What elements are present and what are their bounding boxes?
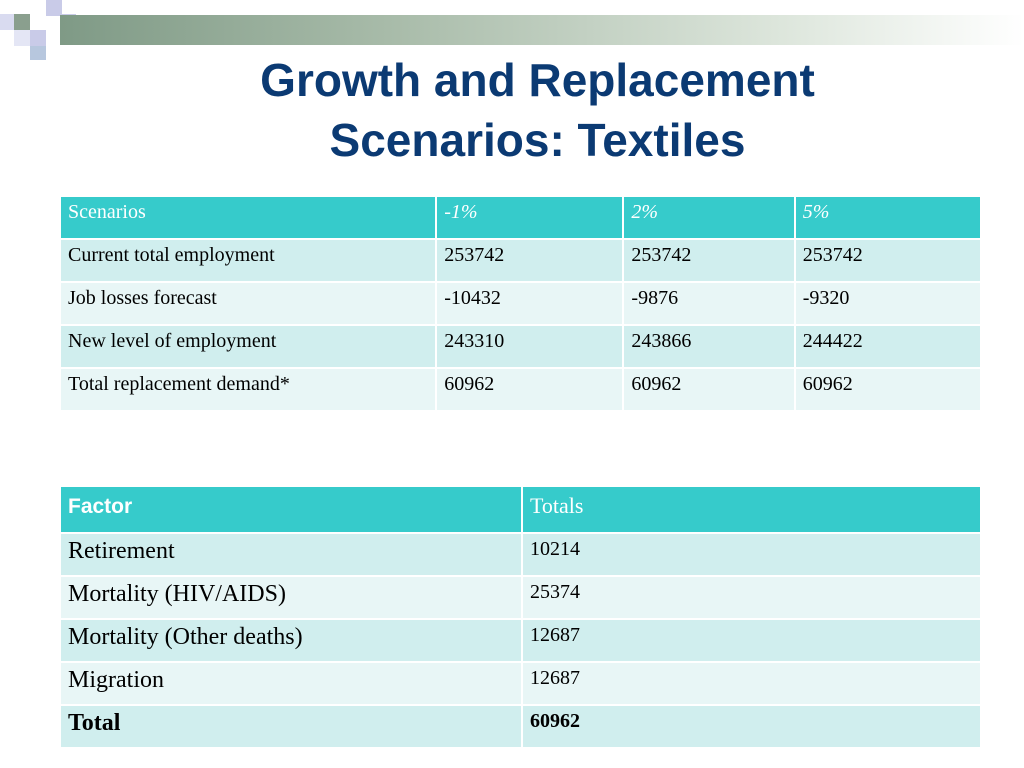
table-cell: 12687 [521, 618, 982, 663]
table-cell: 253742 [793, 238, 983, 283]
table-row: Mortality (HIV/AIDS) 25374 [59, 575, 982, 620]
table-cell: 60962 [521, 704, 982, 749]
title-line-2: Scenarios: Textiles [329, 114, 746, 166]
table-cell: 60962 [622, 367, 796, 412]
row-label: Total [59, 704, 523, 749]
total-row: Total 60962 [59, 704, 982, 749]
row-label: Mortality (HIV/AIDS) [59, 575, 523, 620]
table-cell: 243310 [435, 324, 625, 369]
table-cell: 253742 [435, 238, 625, 283]
title-line-1: Growth and Replacement [260, 54, 815, 106]
table-cell: 253742 [622, 238, 796, 283]
table-cell: -9876 [622, 281, 796, 326]
column-header: -1% [435, 195, 625, 240]
decor-square [14, 30, 30, 46]
table-row: New level of employment 243310 243866 24… [58, 324, 983, 369]
column-header: Scenarios [58, 195, 438, 240]
row-label: Job losses forecast [58, 281, 438, 326]
row-label: Total replacement demand* [58, 367, 438, 412]
decor-square [30, 30, 46, 46]
table-header-row: Scenarios -1% 2% 5% [58, 195, 983, 240]
table-row: Mortality (Other deaths) 12687 [59, 618, 982, 663]
scenarios-table: Scenarios -1% 2% 5% Current total employ… [58, 195, 983, 412]
table-cell: 60962 [793, 367, 983, 412]
table-row: Total replacement demand* 60962 60962 60… [58, 367, 983, 412]
row-label: Retirement [59, 532, 523, 577]
table-row: Retirement 10214 [59, 532, 982, 577]
decor-square [46, 0, 62, 16]
decor-square [0, 14, 14, 30]
row-label: Current total employment [58, 238, 438, 283]
row-label: New level of employment [58, 324, 438, 369]
table-cell: 10214 [521, 532, 982, 577]
header-gradient-bar [60, 15, 1024, 45]
table-row: Migration 12687 [59, 661, 982, 706]
row-label: Mortality (Other deaths) [59, 618, 523, 663]
table-cell: 243866 [622, 324, 796, 369]
table-cell: 25374 [521, 575, 982, 620]
table-cell: 244422 [793, 324, 983, 369]
slide-title: Growth and Replacement Scenarios: Textil… [150, 50, 925, 170]
factor-table: Factor Totals Retirement 10214 Mortality… [59, 485, 982, 749]
table-header-row: Factor Totals [59, 485, 982, 534]
table-cell: 60962 [435, 367, 625, 412]
column-header: 2% [622, 195, 796, 240]
column-header: 5% [793, 195, 983, 240]
table-cell: -10432 [435, 281, 625, 326]
table-row: Job losses forecast -10432 -9876 -9320 [58, 281, 983, 326]
column-header: Factor [59, 485, 523, 534]
decor-square [14, 14, 30, 30]
column-header: Totals [521, 485, 982, 534]
table-cell: -9320 [793, 281, 983, 326]
row-label: Migration [59, 661, 523, 706]
table-row: Current total employment 253742 253742 2… [58, 238, 983, 283]
table-cell: 12687 [521, 661, 982, 706]
decor-square [30, 46, 46, 60]
